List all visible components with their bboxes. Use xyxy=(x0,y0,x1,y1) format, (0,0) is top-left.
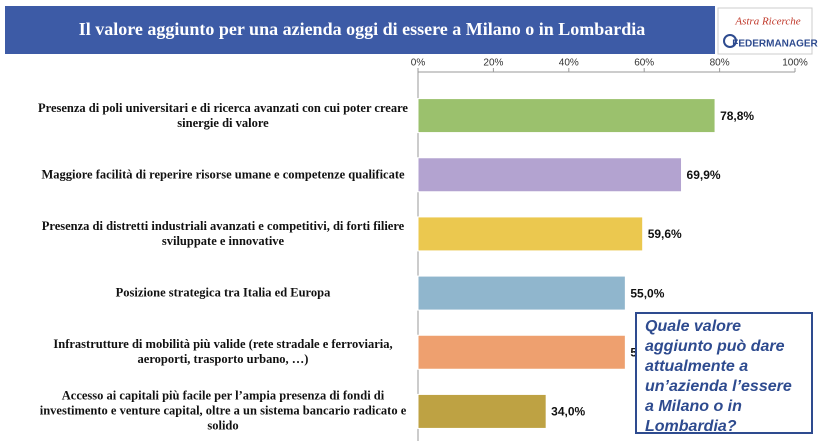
value-label: 34,0% xyxy=(551,405,585,419)
logo-brand: Astra Ricerche xyxy=(734,16,800,28)
x-tick-label: 100% xyxy=(782,58,808,69)
header-bar xyxy=(5,6,715,54)
category-label: Infrastrutture di mobilità più valide (r… xyxy=(53,337,393,367)
value-label: 69,9% xyxy=(687,168,721,182)
category-label: Presenza di poli universitari e di ricer… xyxy=(38,100,408,130)
category-label: Maggiore facilità di reperire risorse um… xyxy=(41,167,405,182)
category-label: Accesso ai capitali più facile per l’amp… xyxy=(39,388,407,433)
x-tick-label: 40% xyxy=(559,58,579,69)
logo-icon xyxy=(723,34,737,48)
bar xyxy=(417,216,644,252)
x-tick-label: 60% xyxy=(634,58,654,69)
value-label: 78,8% xyxy=(720,109,754,123)
bar xyxy=(417,275,626,311)
bar xyxy=(417,334,626,370)
category-label: Posizione strategica tra Italia ed Europ… xyxy=(115,285,331,300)
chart-title: Il valore aggiunto per una azienda oggi … xyxy=(79,19,646,39)
logo-partner: FEDERMANAGER xyxy=(732,39,818,50)
value-label: 59,6% xyxy=(648,227,682,241)
bar xyxy=(417,393,547,429)
callout: Quale valore aggiunto può dare attualmen… xyxy=(635,312,813,435)
value-label: 55,0% xyxy=(630,286,664,300)
x-tick-label: 0% xyxy=(411,58,426,69)
category-label: Presenza di distretti industriali avanza… xyxy=(41,218,405,248)
x-tick-label: 80% xyxy=(710,58,730,69)
bar xyxy=(417,98,716,134)
bar xyxy=(417,157,683,193)
x-tick-label: 20% xyxy=(483,58,503,69)
